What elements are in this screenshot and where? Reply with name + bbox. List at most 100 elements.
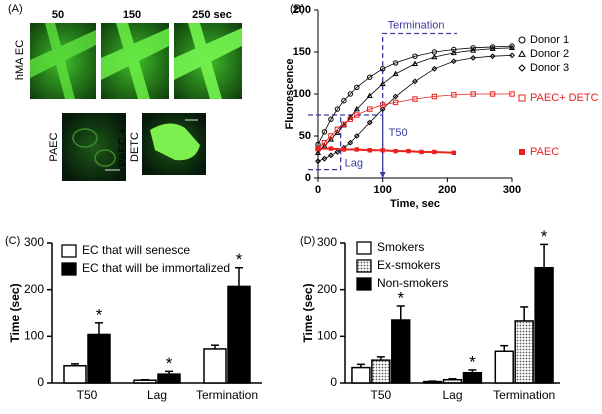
marker [509, 43, 515, 49]
marker [509, 52, 515, 59]
marker [379, 66, 386, 72]
legend-label: Donor 3 [530, 62, 569, 74]
marker [328, 152, 334, 159]
marker [347, 139, 354, 146]
y-tick-label: 300 [317, 235, 337, 249]
marker [406, 148, 411, 154]
y-axis-title: Time (sec) [301, 283, 315, 342]
marker [379, 80, 386, 87]
legend-swatch [61, 262, 77, 276]
bar [422, 380, 443, 384]
legend-label: Smokers [377, 240, 424, 254]
series-line [317, 47, 513, 154]
guide-line [308, 115, 342, 171]
marker [412, 96, 418, 102]
legend-swatch [356, 241, 372, 255]
marker [411, 60, 419, 67]
marker [328, 116, 334, 122]
marker [412, 78, 418, 85]
legend-swatch [356, 259, 372, 273]
x-tick-label: Termination [493, 388, 555, 402]
significance-label: * [166, 354, 173, 373]
marker [314, 149, 322, 156]
y-tick-label: 100 [317, 329, 337, 343]
micrograph [62, 113, 126, 181]
marker [321, 155, 328, 162]
time-label: 150 [123, 9, 141, 21]
y-axis-title: Fluorescence [284, 59, 296, 130]
marker [451, 92, 457, 98]
marker [321, 129, 328, 135]
marker [347, 116, 354, 122]
marker [392, 60, 399, 66]
bar [227, 285, 251, 384]
y-tick-label: 300 [24, 235, 44, 249]
y-tick-label: 150 [293, 46, 311, 58]
bar [534, 266, 554, 384]
marker [392, 99, 399, 106]
marker [367, 74, 373, 80]
x-tick-label: 0 [315, 184, 321, 196]
y-tick-label: 50 [299, 130, 311, 142]
x-tick-label: 100 [373, 184, 391, 196]
bar [203, 348, 227, 384]
legend-label: EC that will be immortalized [82, 261, 230, 275]
significance-label: * [397, 288, 404, 307]
chart: (D) 0 100 200 300 Time (sec) T50 * Lag * Terminati… [300, 227, 560, 402]
marker [451, 46, 457, 53]
y-tick-label: 100 [293, 88, 311, 100]
micrograph [142, 113, 206, 175]
micrograph [174, 23, 242, 99]
marker [328, 133, 334, 139]
bar [157, 373, 181, 384]
legend-label: PAEC+ DETC [530, 92, 599, 104]
x-tick-label: Termination [196, 388, 258, 402]
legend-label: Donor 2 [530, 48, 569, 60]
marker [353, 105, 360, 112]
image-label: DETC [129, 132, 141, 162]
y-tick-label: 0 [330, 375, 337, 389]
bar [133, 379, 157, 384]
y-tick-label: 200 [24, 282, 44, 296]
x-tick-label: 300 [503, 184, 521, 196]
marker [334, 149, 341, 155]
marker [518, 94, 526, 102]
marker [367, 106, 373, 112]
marker [489, 91, 496, 97]
marker [341, 147, 347, 152]
marker [419, 149, 424, 155]
marker [353, 133, 360, 139]
marker [315, 158, 321, 165]
bar [391, 319, 411, 384]
bar [462, 371, 483, 384]
marker [379, 102, 386, 108]
marker [508, 44, 516, 51]
y-tick-label: 0 [305, 172, 311, 184]
marker [347, 91, 354, 97]
panel-label: (D) [300, 235, 315, 247]
panel-label: (B) [290, 3, 305, 15]
chart: (B) 0 100 200 300 0 50 100 150 200 Time, sec Fluore… [284, 3, 599, 210]
marker [489, 45, 496, 51]
bar [87, 333, 111, 384]
marker [518, 49, 526, 57]
arrow-head [379, 172, 386, 178]
marker [354, 84, 360, 90]
x-tick-label: Lag [442, 388, 462, 402]
bar [351, 366, 371, 384]
legend-label: Non-smokers [377, 276, 448, 290]
micrograph [30, 23, 96, 99]
marker [327, 136, 334, 142]
image-label: PAEC [48, 132, 60, 161]
y-tick-label: 100 [24, 329, 44, 343]
y-axis-title: Time (sec) [8, 283, 22, 342]
marker [354, 147, 359, 152]
marker [341, 121, 347, 127]
significance-label: * [236, 250, 243, 269]
time-label: 250 sec [192, 9, 232, 21]
marker [334, 106, 341, 112]
legend-swatch [356, 277, 372, 291]
marker [450, 58, 457, 65]
series-line [317, 45, 513, 145]
